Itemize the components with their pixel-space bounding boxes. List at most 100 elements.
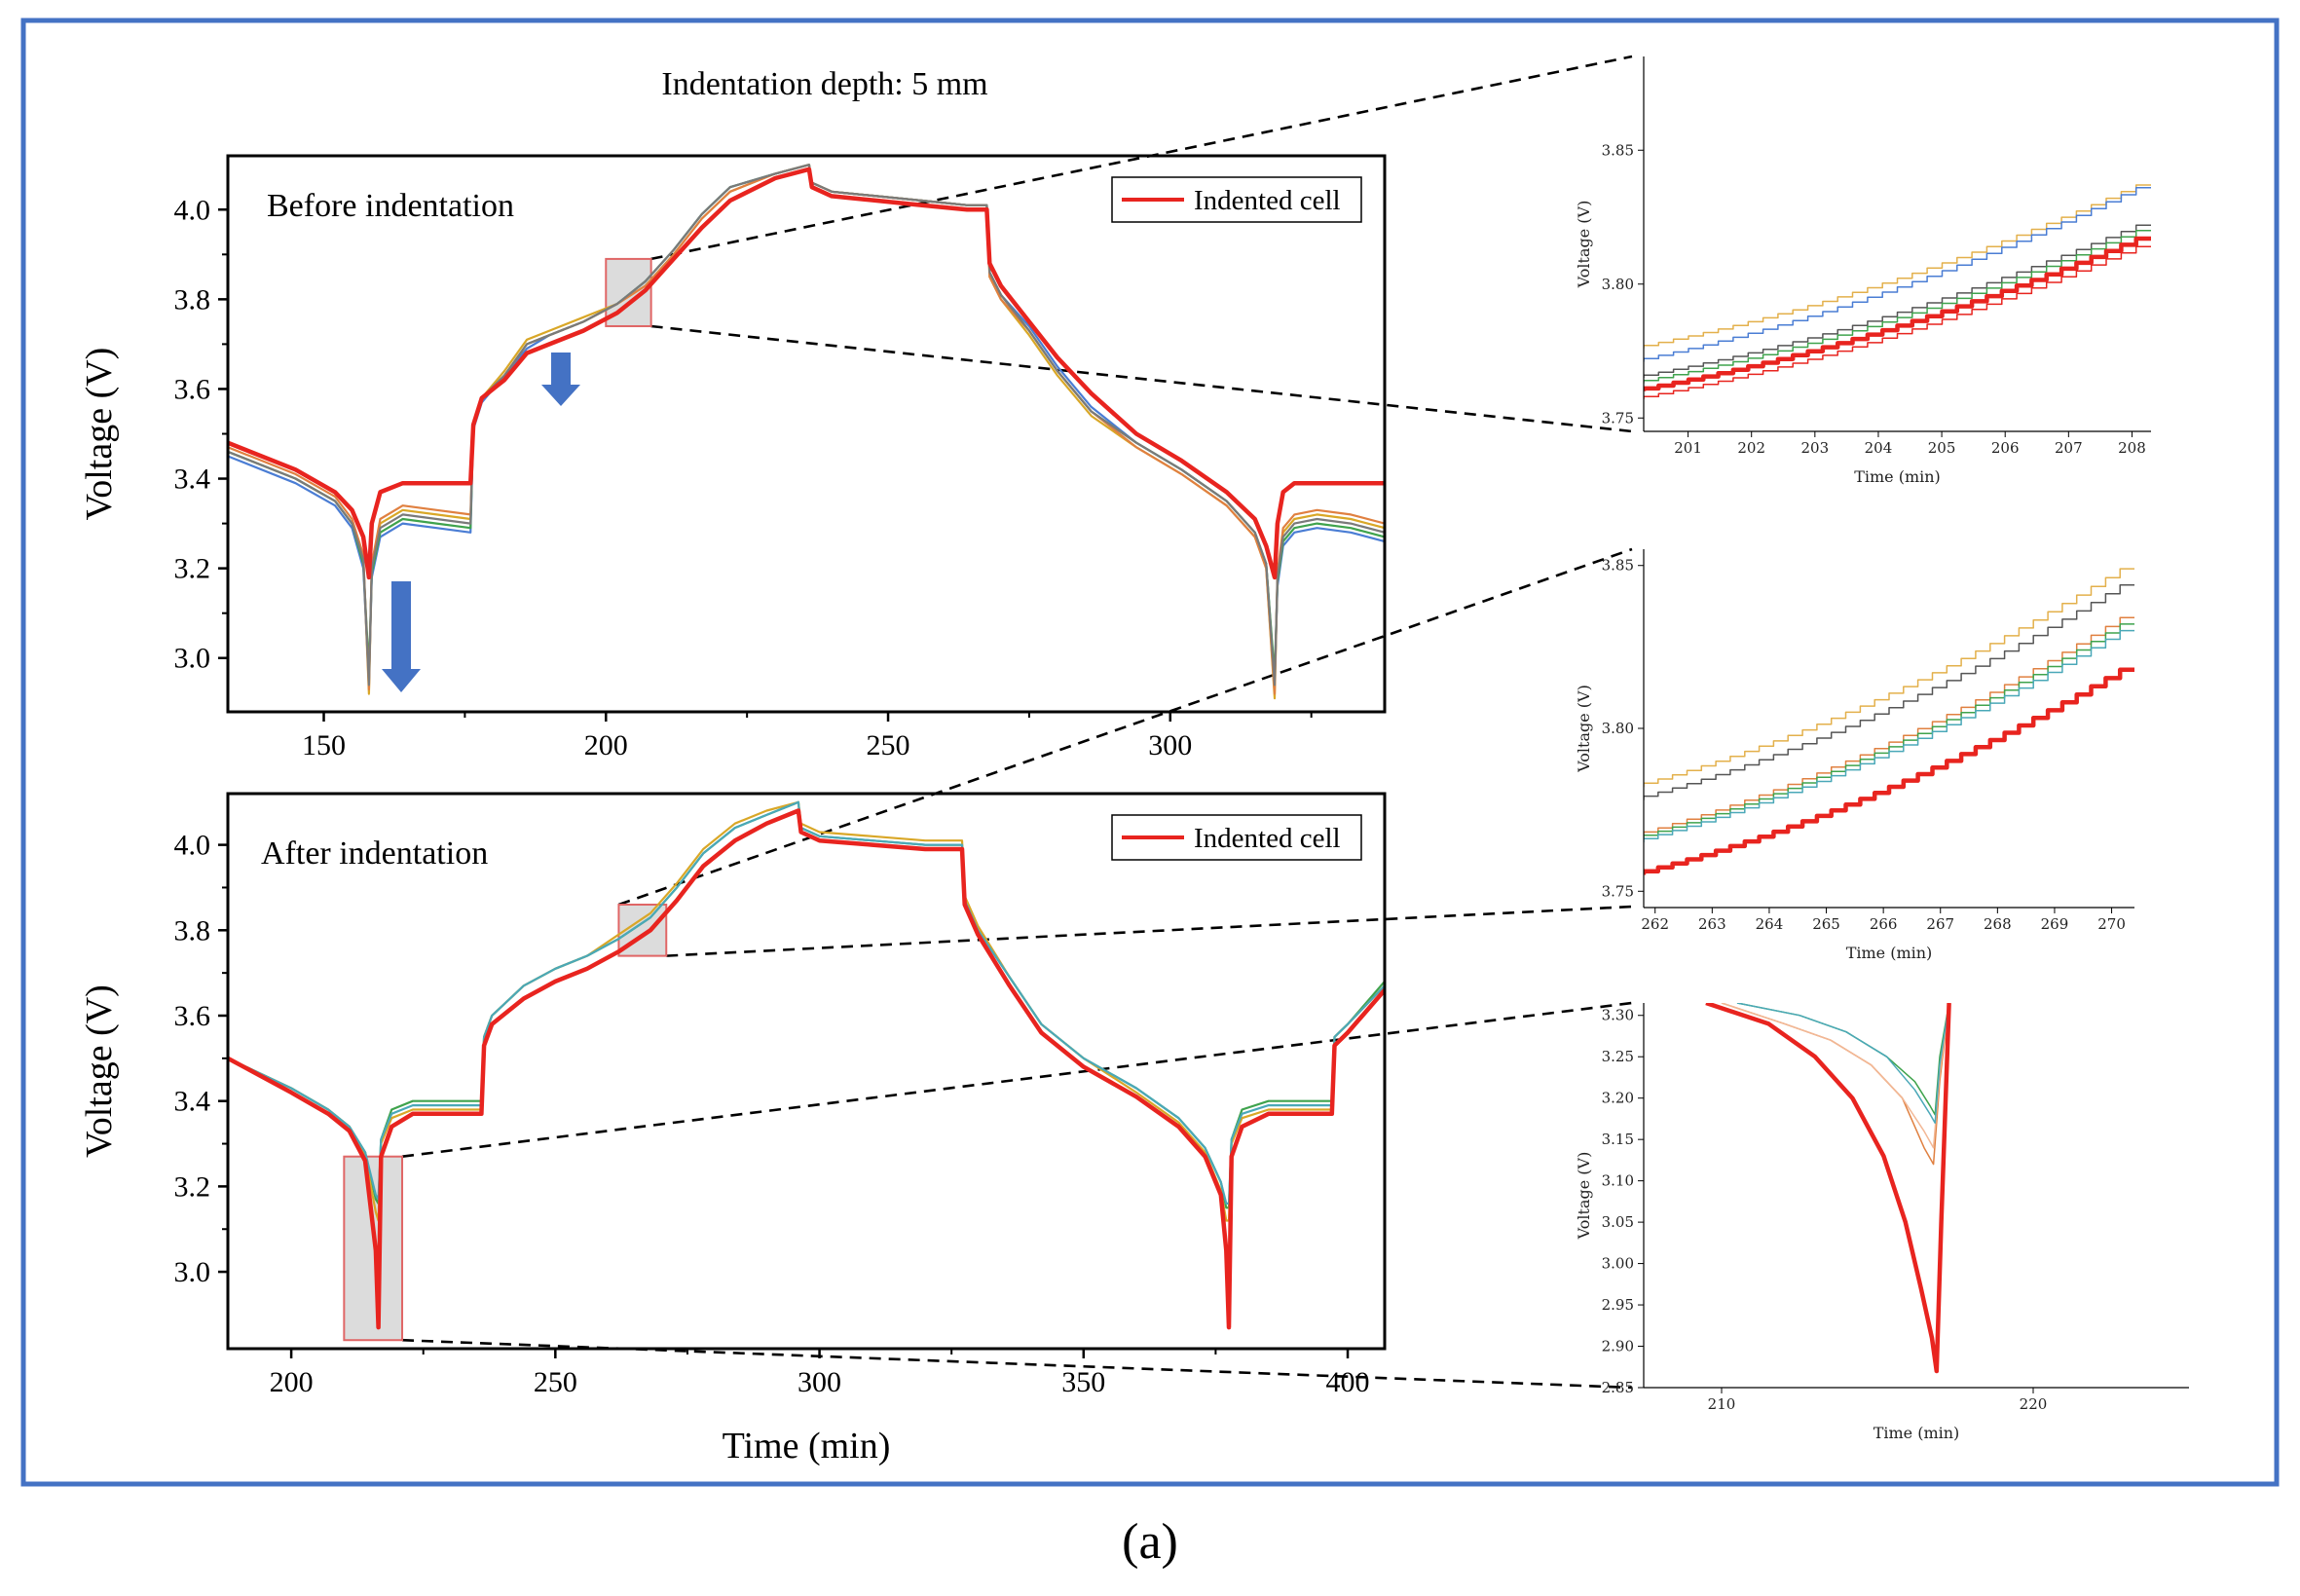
y-tick-label: 3.2 (174, 1170, 211, 1203)
x-tick-label: 210 (1708, 1395, 1736, 1413)
connector-line (401, 1001, 1633, 1158)
y-axis-label: Voltage (V) (1575, 201, 1593, 289)
x-tick-label: 202 (1737, 439, 1765, 457)
x-tick-label: 267 (1926, 915, 1954, 933)
y-tick-label: 3.6 (174, 1000, 211, 1032)
x-tick-label: 264 (1756, 915, 1784, 933)
x-tick-label: 250 (867, 729, 910, 761)
x-axis-label: Time (min) (1873, 1424, 1960, 1442)
x-tick-label: 269 (2041, 915, 2069, 933)
chart-zoom-before-charge: 201 202 203 204 205 206 207 208 3.75 3.80 3.85 Volt… (1575, 56, 2151, 486)
x-tick-label: 400 (1326, 1366, 1370, 1398)
connector-line (617, 547, 1633, 907)
y-tick-label: 4.0 (174, 194, 211, 226)
series-line (1644, 230, 2151, 384)
x-tick-label: 150 (302, 729, 346, 761)
y-tick-label: 3.20 (1602, 1090, 1634, 1107)
y-tick-label: 2.85 (1602, 1379, 1634, 1396)
y-tick-label: 3.30 (1602, 1007, 1634, 1024)
series-group (1705, 1003, 1951, 1374)
series-line (1721, 1003, 1950, 1166)
figure-frame (20, 18, 2280, 1487)
y-tick-label: 3.2 (174, 553, 211, 585)
x-tick-label: 300 (798, 1366, 841, 1398)
y-tick-label: 3.05 (1602, 1213, 1634, 1231)
annotation-arrows (382, 353, 580, 692)
series-line (1644, 184, 2151, 349)
x-tick-label: 262 (1641, 915, 1669, 933)
down-arrow-icon (382, 581, 421, 692)
y-tick-label: 3.0 (174, 1256, 211, 1288)
y-tick-label: 3.00 (1602, 1255, 1634, 1273)
chart-after-indentation: 200 250 300 350 400 3.0 3.2 3.4 3.6 3.8 4.0 Voltage… (79, 792, 1387, 1466)
x-tick-label: 265 (1812, 915, 1840, 933)
x-tick-label: 203 (1801, 439, 1830, 457)
x-tick-label: 220 (2020, 1395, 2048, 1413)
series-group (1644, 568, 2134, 875)
chart-zoom-after-discharge: 210 220 2.85 2.90 2.95 3.00 3.05 3.10 3.15 3.20 3.… (1575, 1003, 2189, 1442)
x-tick-label: 350 (1061, 1366, 1105, 1398)
series-line (1644, 623, 2134, 839)
chart-zoom-after-charge: 262 263 264 265 266 267 268 269 270 3.75 3.80 3.85 V… (1575, 549, 2134, 962)
y-tick-label: 3.15 (1602, 1131, 1634, 1148)
axis-frame (226, 792, 1387, 1351)
zoom-connectors (401, 55, 1633, 1390)
x-tick-label: 204 (1865, 439, 1893, 457)
series-line (228, 167, 1385, 580)
y-tick-label: 3.8 (174, 283, 211, 315)
series-line (1644, 629, 2134, 843)
y-tick-label: 3.75 (1602, 409, 1634, 427)
series-line (1644, 245, 2151, 399)
y-tick-label: 3.8 (174, 914, 211, 946)
chart-before-indentation: 150 200 250 300 3.0 3.2 3.4 3.6 3.8 4.0 Voltage (V… (79, 154, 1387, 761)
x-tick-label: 205 (1928, 439, 1956, 457)
chart-title: Before indentation (267, 188, 514, 224)
x-tick-label: 300 (1148, 729, 1192, 761)
x-tick-label: 200 (270, 1366, 314, 1398)
y-axis-label: Voltage (V) (79, 984, 120, 1158)
y-tick-label: 3.75 (1602, 882, 1634, 900)
y-axis-label: Voltage (V) (1575, 685, 1593, 773)
series-line (1644, 187, 2151, 362)
series-line (1736, 1003, 1950, 1124)
x-axis-label: Time (min) (1846, 944, 1933, 962)
y-tick-label: 4.0 (174, 830, 211, 862)
x-tick-label: 200 (584, 729, 628, 761)
y-tick-label: 3.6 (174, 373, 211, 405)
series-line (1644, 616, 2134, 836)
x-axis-label: Time (min) (1854, 467, 1941, 486)
x-tick-label: 207 (2055, 439, 2083, 457)
x-tick-label: 268 (1984, 915, 2012, 933)
y-tick-label: 3.4 (174, 464, 211, 496)
x-axis-label: Time (min) (723, 1426, 891, 1466)
y-tick-label: 3.0 (174, 643, 211, 675)
y-tick-label: 2.95 (1602, 1296, 1634, 1314)
x-tick-label: 250 (534, 1366, 577, 1398)
series-group (228, 164, 1385, 700)
y-tick-label: 3.85 (1602, 141, 1634, 159)
x-tick-label: 263 (1698, 915, 1726, 933)
series-line (228, 164, 1385, 687)
y-tick-label: 3.80 (1602, 720, 1634, 737)
y-tick-label: 3.10 (1602, 1172, 1634, 1190)
y-tick-label: 3.85 (1602, 557, 1634, 575)
series-line (1644, 667, 2134, 875)
legend-label: Indented cell (1194, 823, 1341, 854)
series-line (1644, 224, 2151, 378)
series-line (1644, 568, 2134, 788)
y-axis-label: Voltage (V) (1575, 1152, 1593, 1241)
legend-label: Indented cell (1194, 185, 1341, 216)
series-group (228, 800, 1385, 1330)
y-tick-label: 3.80 (1602, 276, 1634, 293)
series-line (1644, 584, 2134, 800)
zoom-highlight-box (343, 1155, 404, 1342)
x-tick-label: 208 (2118, 439, 2146, 457)
x-tick-label: 270 (2097, 915, 2126, 933)
series-line (228, 808, 1385, 1330)
series-group (1644, 184, 2151, 399)
x-tick-label: 206 (1991, 439, 2020, 457)
y-tick-label: 3.25 (1602, 1048, 1634, 1065)
down-arrow-icon (541, 353, 580, 406)
y-tick-label: 3.4 (174, 1086, 211, 1118)
